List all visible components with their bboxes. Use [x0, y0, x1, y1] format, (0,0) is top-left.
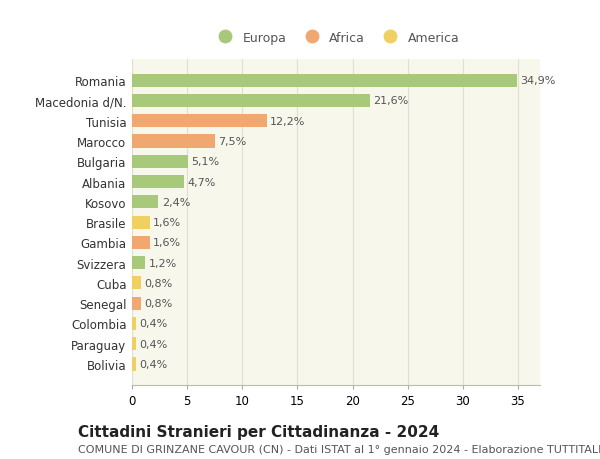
Bar: [132, 95, 370, 108]
Text: 4,7%: 4,7%: [187, 177, 215, 187]
Text: 21,6%: 21,6%: [373, 96, 409, 106]
Bar: [132, 135, 215, 148]
Bar: [132, 297, 141, 310]
Text: Cittadini Stranieri per Cittadinanza - 2024: Cittadini Stranieri per Cittadinanza - 2…: [78, 425, 439, 440]
Bar: [132, 317, 136, 330]
Text: 34,9%: 34,9%: [520, 76, 556, 86]
Text: 0,4%: 0,4%: [140, 319, 168, 329]
Text: 0,8%: 0,8%: [144, 298, 172, 308]
Bar: [132, 236, 149, 249]
Text: 1,2%: 1,2%: [149, 258, 177, 268]
Bar: [132, 196, 158, 209]
Text: 0,8%: 0,8%: [144, 278, 172, 288]
Text: 0,4%: 0,4%: [140, 359, 168, 369]
Text: COMUNE DI GRINZANE CAVOUR (CN) - Dati ISTAT al 1° gennaio 2024 - Elaborazione TU: COMUNE DI GRINZANE CAVOUR (CN) - Dati IS…: [78, 444, 600, 454]
Bar: [132, 156, 188, 168]
Text: 0,4%: 0,4%: [140, 339, 168, 349]
Text: 2,4%: 2,4%: [162, 197, 190, 207]
Text: 12,2%: 12,2%: [270, 117, 305, 127]
Bar: [132, 115, 266, 128]
Text: 1,6%: 1,6%: [153, 238, 181, 248]
Bar: [132, 257, 145, 269]
Text: 7,5%: 7,5%: [218, 137, 246, 147]
Bar: [132, 176, 184, 189]
Bar: [132, 337, 136, 351]
Text: 5,1%: 5,1%: [191, 157, 220, 167]
Bar: [132, 277, 141, 290]
Legend: Europa, Africa, America: Europa, Africa, America: [208, 27, 464, 50]
Text: 1,6%: 1,6%: [153, 218, 181, 228]
Bar: [132, 74, 517, 88]
Bar: [132, 216, 149, 229]
Bar: [132, 358, 136, 371]
